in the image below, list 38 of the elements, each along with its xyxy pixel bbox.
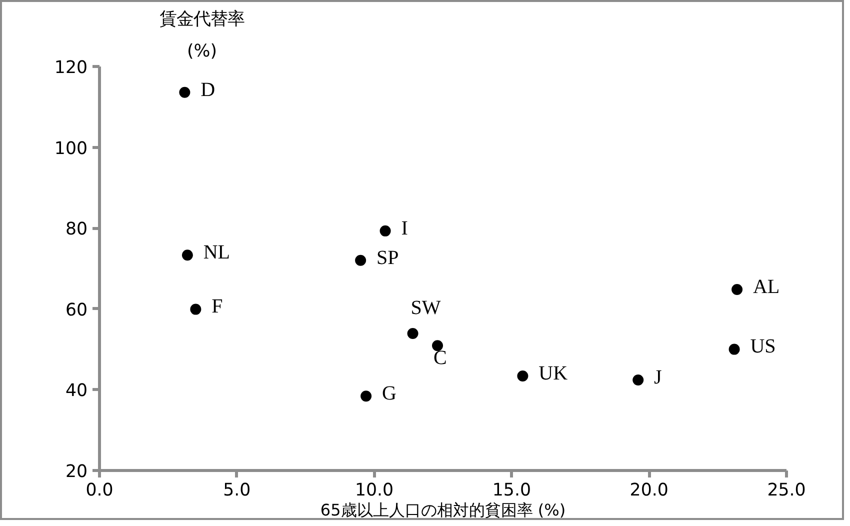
y-tick-label: 40 bbox=[65, 381, 88, 402]
x-tick-label: 0.0 bbox=[86, 480, 114, 500]
y-tick-label: 120 bbox=[54, 58, 88, 78]
y-tick-label: 80 bbox=[65, 220, 88, 240]
annotation: G bbox=[382, 382, 396, 405]
annotation: F bbox=[212, 296, 223, 318]
point bbox=[732, 284, 743, 295]
point bbox=[179, 86, 190, 98]
annotation: US bbox=[750, 336, 776, 358]
annotation: I bbox=[401, 217, 408, 240]
point bbox=[355, 254, 366, 266]
point bbox=[360, 390, 372, 402]
point bbox=[182, 250, 193, 261]
x-tick-label: 25.0 bbox=[767, 480, 806, 500]
x-axis-title: 65歳以上人口の相対的貧困率 (%) bbox=[320, 500, 566, 520]
annotation: C bbox=[434, 346, 447, 369]
annotation: J bbox=[654, 366, 662, 388]
x-tick-label: 15.0 bbox=[492, 480, 532, 500]
annotation: NL bbox=[203, 242, 230, 264]
point bbox=[728, 344, 740, 355]
x-tick-label: 10.0 bbox=[355, 480, 394, 500]
annotation: UK bbox=[538, 362, 568, 384]
point bbox=[632, 374, 644, 386]
y-tick-label: 100 bbox=[54, 138, 88, 159]
point bbox=[432, 340, 444, 352]
y-tick-label: 20 bbox=[65, 462, 88, 482]
annotation: SW bbox=[410, 296, 441, 319]
point bbox=[190, 304, 202, 315]
annotation: SP bbox=[376, 246, 399, 269]
x-tick-label: 5.0 bbox=[223, 480, 251, 500]
y-tick-label: 60 bbox=[65, 300, 88, 320]
annotation: D bbox=[200, 78, 216, 101]
point bbox=[407, 328, 418, 340]
point bbox=[517, 370, 528, 382]
annotation: AL bbox=[752, 276, 780, 298]
x-tick-label: 20.0 bbox=[630, 480, 668, 500]
y-axis-title: 賃金代替率 (%) bbox=[160, 10, 244, 62]
point bbox=[380, 225, 391, 236]
